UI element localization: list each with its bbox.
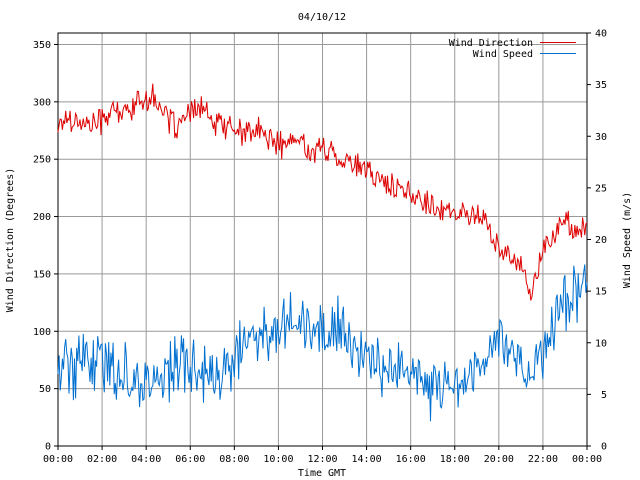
y-tick-label-right: 25 [595,183,607,194]
x-tick-label: 00:00 [572,454,602,465]
legend-label: Wind Direction [449,38,533,49]
y-tick-label-right: 30 [595,132,607,143]
y-axis-label-right: Wind Speed (m/s) [622,192,633,288]
y-tick-label-right: 0 [601,442,607,453]
series-line-wind-direction [57,83,588,301]
x-tick-label: 08:00 [219,454,249,465]
x-tick-label: 20:00 [484,454,514,465]
y-tick-label-left: 300 [33,97,51,108]
grid [58,33,587,446]
y-tick-label-left: 350 [33,40,51,51]
y-tick-label-left: 0 [45,442,51,453]
x-tick-label: 06:00 [175,454,205,465]
x-tick-label: 18:00 [440,454,470,465]
y-tick-label-right: 40 [595,29,607,40]
y-tick-label-right: 20 [595,235,607,246]
y-tick-label-right: 15 [595,287,607,298]
x-tick-label: 04:00 [131,454,161,465]
x-tick-label: 00:00 [43,454,73,465]
x-tick-label: 16:00 [396,454,426,465]
x-axis-label: Time GMT [298,468,346,479]
legend-label: Wind Speed [473,49,533,60]
ticks: 00:00 02:00 04:00 06:00 08:00 10:00 12:00 14:00… [33,29,607,466]
y-tick-label-left: 200 [33,212,51,223]
y-tick-label-right: 5 [601,390,607,401]
y-tick-label-right: 10 [595,338,607,349]
y-tick-label-left: 250 [33,155,51,166]
x-tick-label: 22:00 [528,454,558,465]
x-tick-label: 10:00 [263,454,293,465]
y-tick-label-left: 50 [39,384,51,395]
chart-title: 04/10/12 [298,12,346,23]
y-tick-label-right: 35 [595,80,607,91]
y-tick-label-left: 100 [33,327,51,338]
y-axis-label-left: Wind Direction (Degrees) [5,168,16,313]
x-tick-label: 02:00 [87,454,117,465]
series-line-wind-speed [57,264,588,422]
x-tick-label: 12:00 [307,454,337,465]
y-tick-label-left: 150 [33,269,51,280]
x-tick-label: 14:00 [352,454,382,465]
series-layer [57,83,588,422]
